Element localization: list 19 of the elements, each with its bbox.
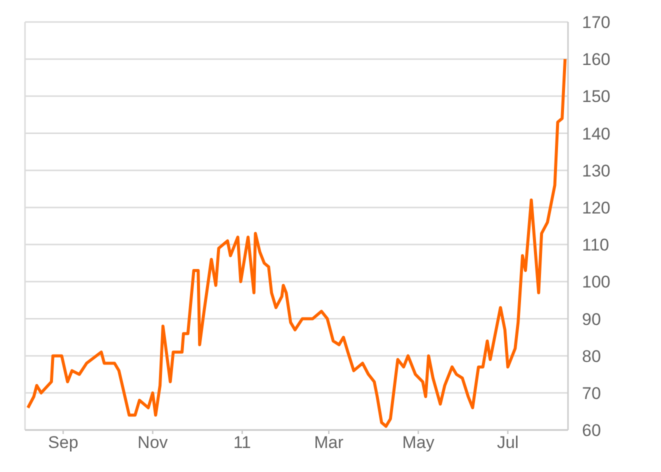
y-tick-label: 110 — [582, 236, 610, 255]
line-series — [26, 58, 567, 428]
y-tick-label: 70 — [582, 384, 601, 403]
y-tick-label: 100 — [582, 272, 610, 292]
y-tick-label: 80 — [582, 346, 601, 366]
y-tick-label: 150 — [582, 87, 610, 106]
y-tick-label: 90 — [582, 310, 601, 329]
y-tick-label: 170 — [582, 13, 610, 32]
x-tick-label: 11 — [233, 433, 252, 452]
x-tick-label: May — [402, 433, 435, 452]
x-tick-label: Sep — [48, 433, 78, 452]
y-tick-label: 60 — [582, 421, 601, 440]
x-tick-label: Jul — [496, 433, 519, 452]
y-tick-label: 140 — [582, 124, 610, 144]
y-tick-label: 130 — [582, 161, 610, 180]
y-tick-label: 160 — [582, 50, 610, 70]
x-tick-label: Nov — [138, 433, 168, 452]
y-tick-label: 120 — [582, 198, 610, 218]
x-tick-label: Mar — [314, 433, 344, 452]
